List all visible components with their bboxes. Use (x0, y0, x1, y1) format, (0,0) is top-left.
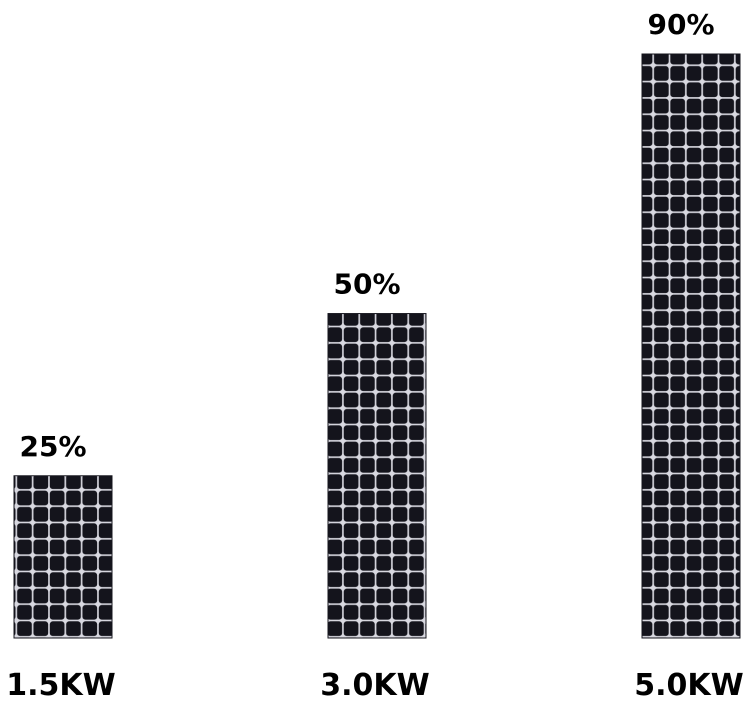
category-label: 3.0KW (320, 668, 429, 702)
bar (641, 53, 741, 639)
value-label: 25% (19, 430, 86, 463)
value-label: 50% (333, 268, 400, 301)
bar (327, 313, 427, 639)
category-label: 5.0KW (634, 668, 743, 702)
value-label: 90% (647, 8, 714, 41)
category-label: 1.5KW (6, 668, 115, 702)
bar (13, 475, 113, 639)
